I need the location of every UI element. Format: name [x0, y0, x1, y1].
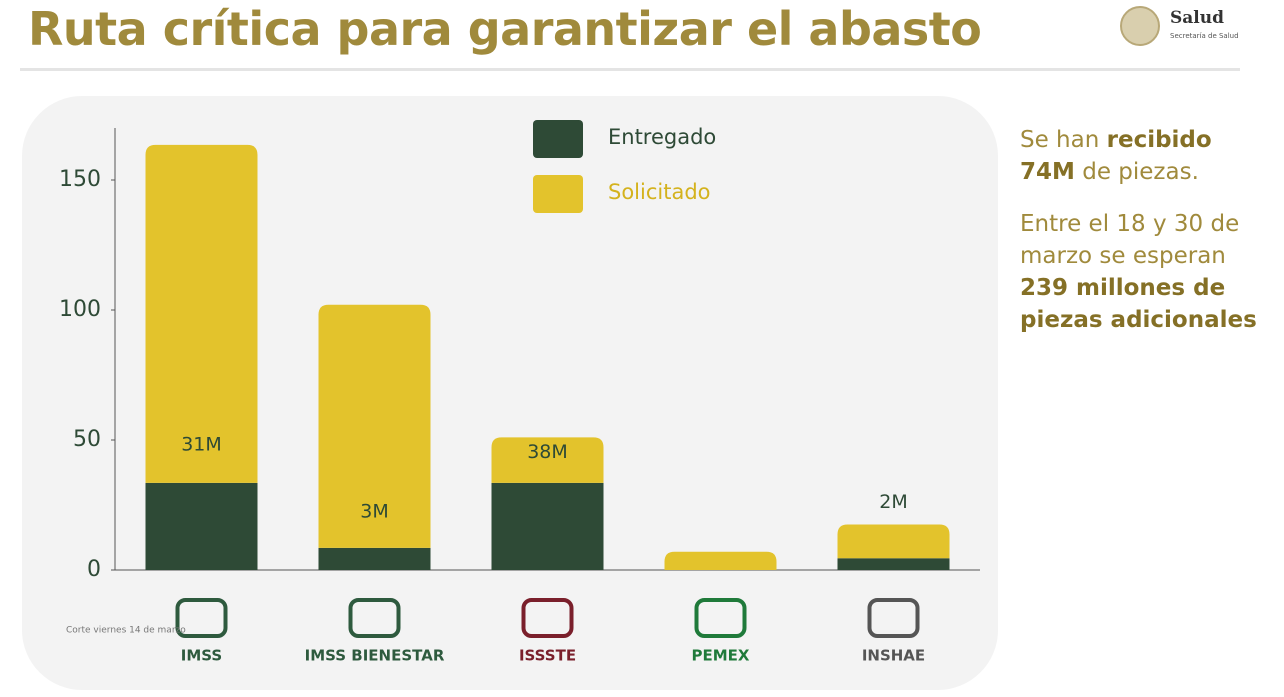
side-segment: Entre el 18 y 30 de marzo se esperan — [1020, 211, 1240, 269]
legend-label: Solicitado — [608, 180, 711, 204]
bar-label: 2M — [879, 491, 907, 513]
bar-segment — [837, 524, 950, 559]
chart: 0 50 100 150 Entregado Solicitado 31M IMSS 3M IMS… — [59, 120, 980, 665]
bar-segment — [145, 144, 258, 483]
logo-mark — [521, 598, 574, 638]
logo-mark — [694, 598, 747, 638]
side-segment: de piezas. — [1074, 159, 1199, 185]
bar-segment — [145, 482, 258, 570]
divider — [20, 68, 1240, 71]
bar-segment — [318, 547, 431, 570]
logo-sub: Secretaría de Salud — [1170, 32, 1239, 40]
x-tick-label: IMSS BIENESTAR — [305, 647, 445, 665]
side-paragraph: Se han recibido 74M de piezas. — [1020, 124, 1260, 188]
footnote: Corte viernes 14 de marzo — [66, 626, 186, 636]
y-tick-label: 150 — [59, 167, 101, 192]
y-tick-label: 0 — [87, 557, 101, 582]
bar-label: 31M — [181, 434, 222, 456]
bar-label: 38M — [527, 441, 568, 463]
seal — [1120, 6, 1160, 46]
y-tick-label: 50 — [73, 427, 101, 452]
slide-title: Ruta crítica para garantizar el abasto — [28, 2, 982, 56]
x-tick-label: PEMEX — [692, 647, 750, 665]
x-tick-label: ISSSTE — [519, 647, 576, 665]
side-text: Se han recibido 74M de piezas. Entre el 1… — [1020, 124, 1260, 356]
logo-mark — [867, 598, 920, 638]
side-segment: Se han — [1020, 127, 1107, 153]
bar-segment — [491, 482, 604, 570]
y-tick-label: 100 — [59, 297, 101, 322]
bar-segment — [664, 551, 777, 570]
legend-swatch — [533, 120, 583, 158]
side-segment: recibido 74M — [1020, 127, 1212, 185]
legend-swatch — [533, 175, 583, 213]
x-tick-label: IMSS — [181, 647, 222, 665]
logo-name: Salud — [1170, 8, 1224, 28]
bar-segment — [318, 304, 431, 548]
bar-segment — [491, 437, 604, 483]
bar-label: 3M — [360, 501, 388, 523]
logo: Salud Secretaría de Salud — [1120, 6, 1260, 46]
logo-mark — [348, 598, 401, 638]
legend-label: Entregado — [608, 125, 716, 149]
x-tick-label: INSHAE — [862, 647, 925, 665]
side-paragraph: Entre el 18 y 30 de marzo se esperan 239… — [1020, 208, 1260, 336]
logo-mark — [175, 598, 228, 638]
side-segment: 239 millones de piezas adicionales — [1020, 275, 1257, 333]
bar-segment — [837, 558, 950, 570]
